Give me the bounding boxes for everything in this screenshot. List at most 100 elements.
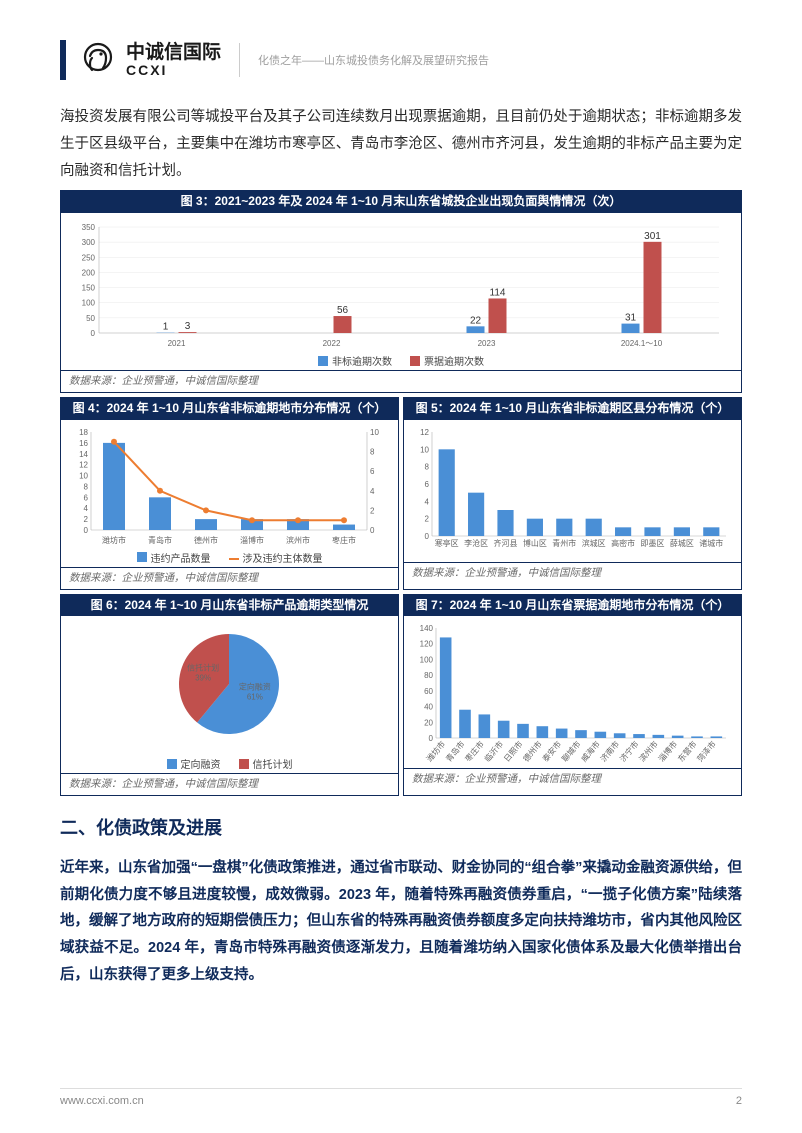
footer-url: www.ccxi.com.cn: [60, 1095, 144, 1107]
fig4-source: 数据来源：企业预警通，中诚信国际整理: [61, 567, 398, 589]
fig6-title: 图 6：2024 年 1~10 月山东省非标产品逾期类型情况: [61, 595, 398, 617]
svg-text:200: 200: [82, 268, 96, 277]
fig7-source: 数据来源：企业预警通，中诚信国际整理: [404, 768, 741, 790]
figure-7: 图 7：2024 年 1~10 月山东省票据逾期地市分布情况（个） 020406…: [403, 594, 742, 797]
svg-text:2: 2: [425, 514, 430, 523]
svg-text:39%: 39%: [195, 674, 211, 683]
fig6-chart: 定向融资61% 信托计划39%: [69, 622, 389, 752]
svg-text:定向融资: 定向融资: [239, 682, 271, 692]
svg-text:1: 1: [163, 322, 169, 333]
svg-text:济宁市: 济宁市: [617, 739, 640, 764]
header-divider: [239, 43, 240, 77]
svg-text:100: 100: [420, 656, 434, 665]
logo-cn: 中诚信国际: [126, 43, 221, 62]
fig7-title: 图 7：2024 年 1~10 月山东省票据逾期地市分布情况（个）: [404, 595, 741, 617]
fig4-title: 图 4：2024 年 1~10 月山东省非标逾期地市分布情况（个）: [61, 398, 398, 420]
fig4-chart: 0246810121416180246810潍坊市青岛市德州市淄博市滨州市枣庄市: [69, 426, 389, 546]
svg-text:青州市: 青州市: [552, 538, 576, 548]
fig6-source: 数据来源：企业预警通，中诚信国际整理: [61, 773, 398, 795]
svg-text:0: 0: [425, 532, 430, 541]
svg-text:日照市: 日照市: [501, 739, 524, 764]
fig6-legend-0: 定向融资: [181, 756, 221, 771]
svg-text:120: 120: [420, 640, 434, 649]
svg-text:0: 0: [429, 734, 434, 743]
svg-text:0: 0: [84, 526, 89, 535]
svg-text:德州市: 德州市: [194, 535, 218, 545]
svg-text:济南市: 济南市: [598, 739, 621, 764]
figure-4: 图 4：2024 年 1~10 月山东省非标逾期地市分布情况（个） 0 2 4 6 8 1…: [60, 397, 399, 590]
svg-text:6: 6: [425, 480, 430, 489]
fig5-chart: 024681012寒亭区李沧区齐河县博山区青州市滨城区高密市即墨区薛城区诸城市: [412, 426, 732, 560]
svg-text:12: 12: [420, 428, 429, 437]
svg-text:4: 4: [425, 497, 430, 506]
fig3-legend-1: 票据逾期次数: [424, 353, 484, 368]
svg-text:博山区: 博山区: [523, 538, 547, 548]
svg-text:18: 18: [79, 428, 88, 437]
svg-text:滨州市: 滨州市: [637, 739, 660, 764]
fig5-source: 数据来源：企业预警通，中诚信国际整理: [404, 562, 741, 584]
svg-text:0: 0: [91, 329, 96, 338]
svg-text:淄博市: 淄博市: [656, 739, 679, 764]
svg-text:青岛市: 青岛市: [148, 535, 172, 545]
svg-text:50: 50: [86, 314, 95, 323]
elephant-icon: [78, 40, 118, 80]
svg-text:滨城区: 滨城区: [582, 538, 606, 548]
svg-text:6: 6: [84, 493, 89, 502]
fig3-title: 图 3：2021~2023 年及 2024 年 1~10 月末山东省城投企业出现…: [61, 191, 741, 213]
logo-en: CCXI: [126, 62, 221, 78]
fig4-legend-line: 涉及违约主体数量: [243, 550, 323, 565]
svg-text:菏泽市: 菏泽市: [695, 739, 718, 764]
svg-text:100: 100: [82, 299, 96, 308]
section-2-heading: 二、化债政策及进展: [60, 814, 742, 840]
svg-text:薛城区: 薛城区: [670, 538, 694, 548]
svg-text:2: 2: [84, 515, 89, 524]
fig3-legend: 非标逾期次数 票据逾期次数: [69, 353, 733, 368]
svg-text:临沂市: 临沂市: [482, 739, 505, 764]
svg-text:枣庄市: 枣庄市: [463, 739, 486, 764]
svg-text:淄博市: 淄博市: [240, 535, 264, 545]
svg-text:20: 20: [424, 719, 433, 728]
svg-text:信托计划: 信托计划: [187, 663, 219, 673]
svg-text:16: 16: [79, 439, 88, 448]
svg-text:德州市: 德州市: [521, 739, 544, 764]
svg-text:威海市: 威海市: [579, 739, 602, 764]
svg-text:8: 8: [370, 447, 375, 456]
logo: 中诚信国际 CCXI: [78, 40, 221, 80]
svg-text:4: 4: [84, 504, 89, 513]
svg-text:8: 8: [84, 482, 89, 491]
svg-text:350: 350: [82, 223, 96, 232]
svg-text:2: 2: [370, 506, 375, 515]
report-title: 化债之年——山东城投债务化解及展望研究报告: [258, 52, 489, 68]
svg-text:40: 40: [424, 703, 433, 712]
svg-text:齐河县: 齐河县: [494, 538, 518, 548]
fig7-chart: 020406080100120140潍坊市青岛市枣庄市临沂市日照市德州市泰安市聊…: [412, 622, 732, 766]
svg-text:聊城市: 聊城市: [559, 739, 582, 764]
fig3-body: 0501001502002503003502021132022562023221…: [61, 213, 741, 370]
figure-3: 图 3：2021~2023 年及 2024 年 1~10 月末山东省城投企业出现…: [60, 190, 742, 393]
svg-text:3: 3: [185, 321, 191, 332]
page-footer: www.ccxi.com.cn 2: [60, 1088, 742, 1107]
fig5-title: 图 5：2024 年 1~10 月山东省非标逾期区县分布情况（个）: [404, 398, 741, 420]
svg-text:滨州市: 滨州市: [286, 535, 310, 545]
intro-paragraph: 海投资发展有限公司等城投平台及其子公司连续数月出现票据逾期，且目前仍处于逾期状态…: [60, 104, 742, 184]
svg-text:80: 80: [424, 671, 433, 680]
svg-text:14: 14: [79, 449, 88, 458]
fig6-legend-1: 信托计划: [253, 756, 293, 771]
svg-text:56: 56: [337, 305, 349, 316]
svg-text:诸城市: 诸城市: [699, 538, 723, 548]
svg-text:140: 140: [420, 624, 434, 633]
figure-5: 图 5：2024 年 1~10 月山东省非标逾期区县分布情况（个） 0 2 4 6 8 1…: [403, 397, 742, 590]
svg-text:61%: 61%: [247, 693, 263, 702]
fig4-legend: 违约产品数量 涉及违约主体数量: [69, 550, 390, 565]
svg-text:250: 250: [82, 253, 96, 262]
svg-text:31: 31: [625, 313, 637, 324]
svg-text:22: 22: [470, 315, 482, 326]
svg-text:300: 300: [82, 238, 96, 247]
fig3-chart: 0501001502002503003502021132022562023221…: [69, 219, 729, 349]
fig4-legend-bar: 违约产品数量: [151, 550, 211, 565]
svg-text:301: 301: [644, 231, 661, 242]
fig6-legend: 定向融资 信托计划: [69, 756, 390, 771]
svg-text:潍坊市: 潍坊市: [102, 535, 126, 545]
svg-text:8: 8: [425, 462, 430, 471]
svg-text:6: 6: [370, 467, 375, 476]
